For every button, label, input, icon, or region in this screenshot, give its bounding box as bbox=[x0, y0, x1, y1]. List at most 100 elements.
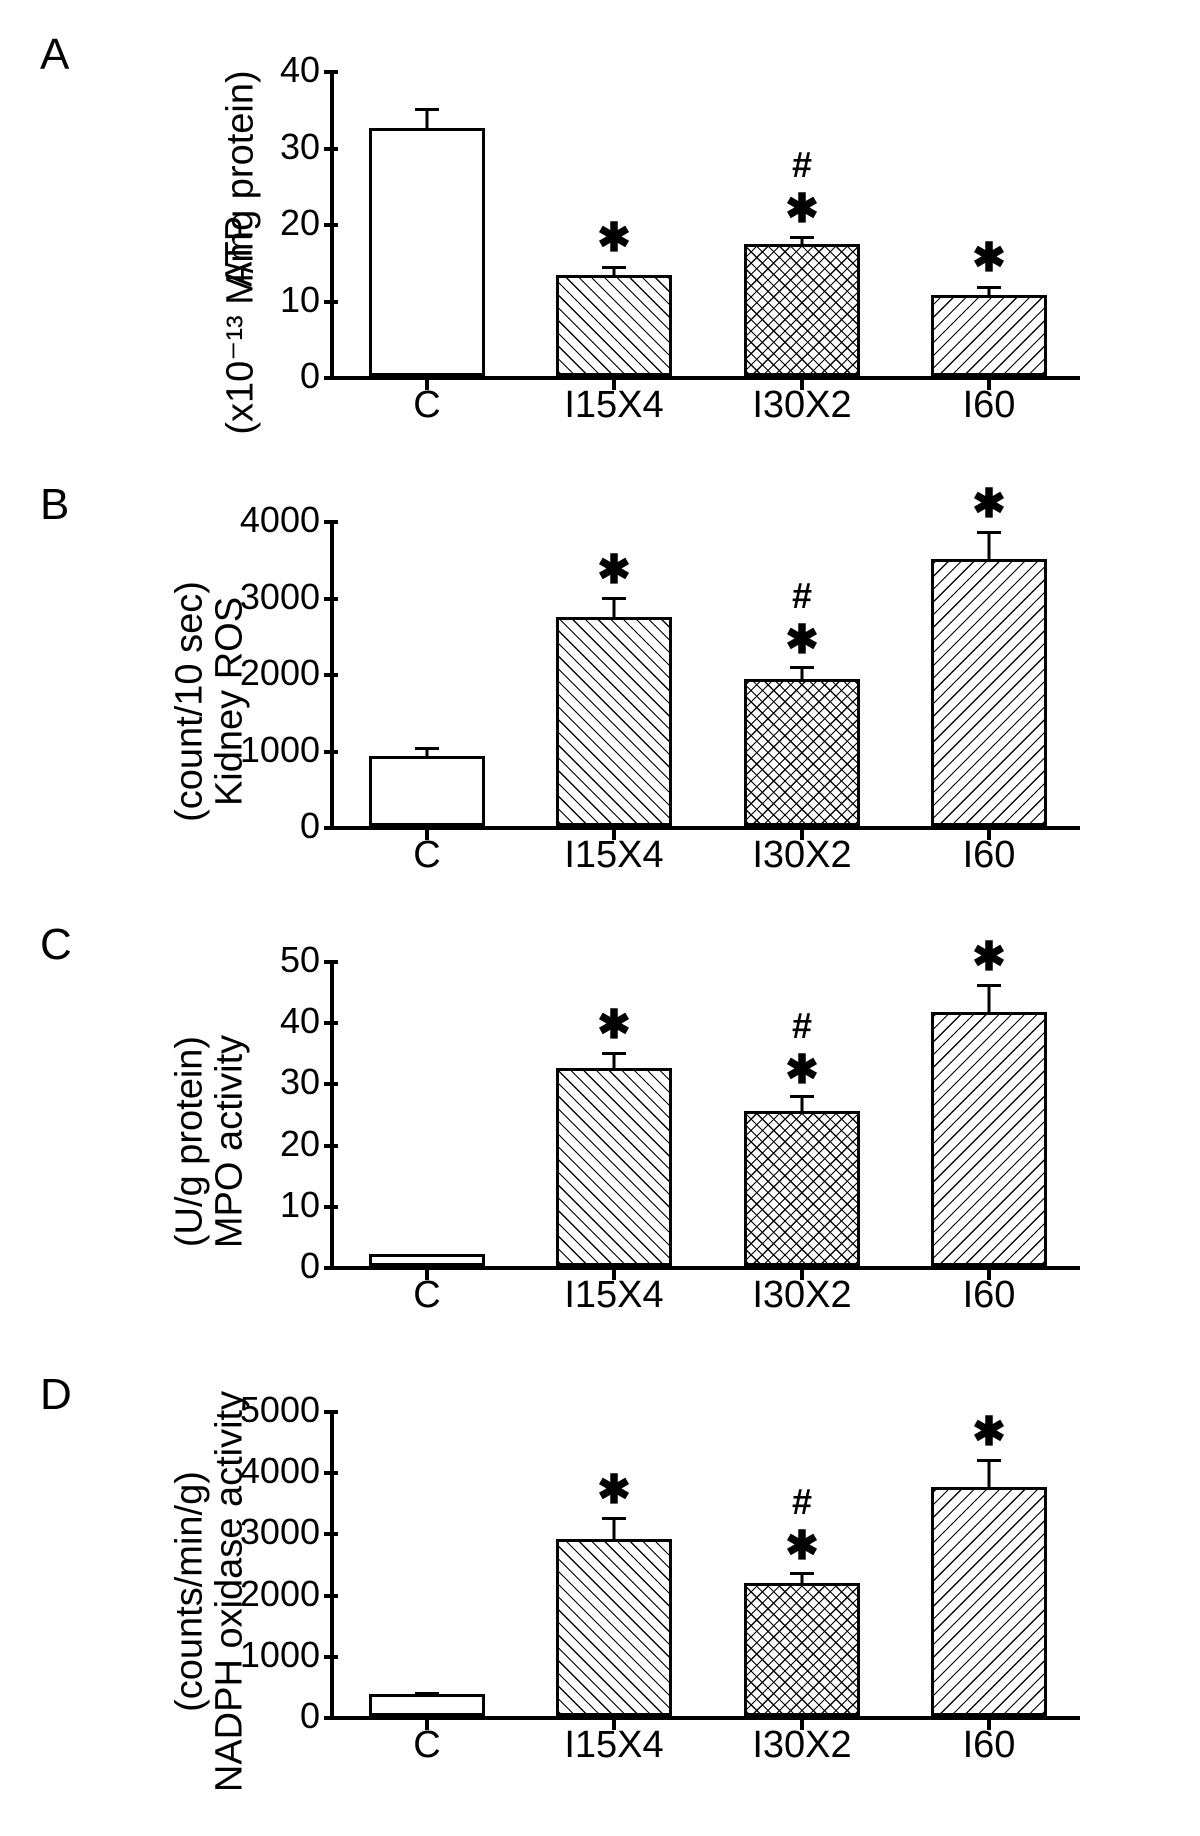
bar-d-i60: ✱ bbox=[931, 1487, 1047, 1716]
xlabel: I60 bbox=[963, 834, 1016, 877]
error-cap bbox=[790, 666, 814, 669]
panel-d-label: D bbox=[40, 1370, 72, 1420]
annot-star-icon: ✱ bbox=[597, 218, 631, 258]
xlabel: I30X2 bbox=[752, 1274, 851, 1317]
panel-d: D NADPH oxidase activity (counts/min/g) … bbox=[0, 1370, 1200, 1810]
xlabel: C bbox=[413, 384, 440, 427]
annot-hash-icon: # bbox=[792, 147, 812, 183]
xlabel: I15X4 bbox=[564, 1724, 663, 1767]
ytick: 4000 bbox=[234, 1450, 334, 1492]
annot-star-icon: ✱ bbox=[972, 1412, 1006, 1452]
panel-d-ylabel-2: (counts/min/g) bbox=[169, 1412, 212, 1772]
error-cap bbox=[977, 984, 1001, 987]
panel-b-ylabel-2: (count/10 sec) bbox=[169, 522, 212, 882]
annot-star-icon: ✱ bbox=[597, 550, 631, 590]
ytick: 0 bbox=[234, 1245, 334, 1287]
panel-b: B Kidney ROS (count/10 sec) 0 1000 2000 … bbox=[0, 480, 1200, 920]
annot-star-icon: ✱ bbox=[597, 1005, 631, 1045]
annot-star-icon: ✱ bbox=[597, 1470, 631, 1510]
error-bar bbox=[988, 531, 991, 562]
ytick: 30 bbox=[234, 1061, 334, 1103]
error-cap bbox=[790, 1572, 814, 1575]
error-cap bbox=[415, 1692, 439, 1695]
ytick: 0 bbox=[234, 355, 334, 397]
error-cap bbox=[415, 108, 439, 111]
xlabel: C bbox=[413, 1724, 440, 1767]
annot-hash-icon: # bbox=[792, 1008, 812, 1044]
xlabel: I30X2 bbox=[752, 1724, 851, 1767]
annot-star-icon: ✱ bbox=[972, 238, 1006, 278]
ytick: 1000 bbox=[234, 729, 334, 771]
error-cap bbox=[977, 286, 1001, 289]
annot-star-icon: ✱ bbox=[972, 484, 1006, 524]
bar-b-i15x4: ✱ bbox=[556, 617, 672, 826]
xlabel: I15X4 bbox=[564, 1274, 663, 1317]
ytick: 20 bbox=[234, 202, 334, 244]
bar-c-i15x4: ✱ bbox=[556, 1068, 672, 1266]
panel-c-ylabel-2: (U/g protein) bbox=[169, 962, 212, 1322]
error-bar bbox=[613, 597, 616, 620]
ytick: 10 bbox=[234, 279, 334, 321]
ytick: 50 bbox=[234, 939, 334, 981]
error-bar bbox=[426, 108, 429, 131]
error-cap bbox=[977, 1459, 1001, 1462]
ytick: 5000 bbox=[234, 1389, 334, 1431]
annot-star-icon: ✱ bbox=[972, 937, 1006, 977]
error-cap bbox=[602, 266, 626, 269]
xlabel: C bbox=[413, 834, 440, 877]
ytick: 40 bbox=[234, 49, 334, 91]
ytick: 3000 bbox=[234, 1511, 334, 1553]
annot-star-icon: ✱ bbox=[785, 1050, 819, 1090]
xlabel: I30X2 bbox=[752, 834, 851, 877]
bar-a-i30x2: ✱ # bbox=[744, 244, 860, 376]
ytick: 3000 bbox=[234, 576, 334, 618]
error-bar bbox=[988, 1459, 991, 1490]
bar-c-c bbox=[369, 1254, 485, 1266]
ytick: 10 bbox=[234, 1184, 334, 1226]
panel-a: A ATP (x10⁻¹³ M/mg protein) 0 10 20 30 4… bbox=[0, 30, 1200, 470]
bar-d-i30x2: ✱ # bbox=[744, 1583, 860, 1716]
error-cap bbox=[977, 531, 1001, 534]
bar-d-c bbox=[369, 1694, 485, 1716]
error-cap bbox=[602, 1517, 626, 1520]
xlabel: I60 bbox=[963, 1274, 1016, 1317]
bar-a-i15x4: ✱ bbox=[556, 275, 672, 376]
bar-c-i30x2: ✱ # bbox=[744, 1111, 860, 1266]
panel-b-label: B bbox=[40, 480, 69, 530]
xlabel: C bbox=[413, 1274, 440, 1317]
bar-b-i30x2: ✱ # bbox=[744, 679, 860, 826]
annot-hash-icon: # bbox=[792, 578, 812, 614]
bar-d-i15x4: ✱ bbox=[556, 1539, 672, 1716]
error-bar bbox=[988, 984, 991, 1015]
annot-star-icon: ✱ bbox=[785, 1526, 819, 1566]
xlabel: I30X2 bbox=[752, 384, 851, 427]
panel-c: C MPO activity (U/g protein) 0 10 20 30 … bbox=[0, 920, 1200, 1360]
ytick: 20 bbox=[234, 1123, 334, 1165]
xlabel: I15X4 bbox=[564, 834, 663, 877]
figure-root: A ATP (x10⁻¹³ M/mg protein) 0 10 20 30 4… bbox=[0, 0, 1200, 1836]
bar-c-i60: ✱ bbox=[931, 1012, 1047, 1266]
error-cap bbox=[790, 236, 814, 239]
ytick: 1000 bbox=[234, 1634, 334, 1676]
bar-a-c bbox=[369, 128, 485, 376]
ytick: 2000 bbox=[234, 652, 334, 694]
bar-b-i60: ✱ bbox=[931, 559, 1047, 826]
error-cap bbox=[790, 1095, 814, 1098]
xlabel: I60 bbox=[963, 384, 1016, 427]
annot-hash-icon: # bbox=[792, 1484, 812, 1520]
ytick: 2000 bbox=[234, 1573, 334, 1615]
panel-a-plot: 0 10 20 30 40 ✱ ✱ # bbox=[330, 70, 1080, 380]
ytick: 30 bbox=[234, 126, 334, 168]
ytick: 0 bbox=[234, 1695, 334, 1737]
error-cap bbox=[415, 747, 439, 750]
error-cap bbox=[602, 1052, 626, 1055]
bar-a-i60: ✱ bbox=[931, 295, 1047, 376]
xlabel: I60 bbox=[963, 1724, 1016, 1767]
error-cap bbox=[415, 1254, 439, 1257]
panel-d-plot: 0 1000 2000 3000 4000 5000 ✱ ✱ # bbox=[330, 1410, 1080, 1720]
xlabel: I15X4 bbox=[564, 384, 663, 427]
panel-c-label: C bbox=[40, 920, 72, 970]
panel-a-label: A bbox=[40, 30, 69, 80]
panel-c-plot: 0 10 20 30 40 50 ✱ ✱ # bbox=[330, 960, 1080, 1270]
error-bar bbox=[613, 1517, 616, 1542]
